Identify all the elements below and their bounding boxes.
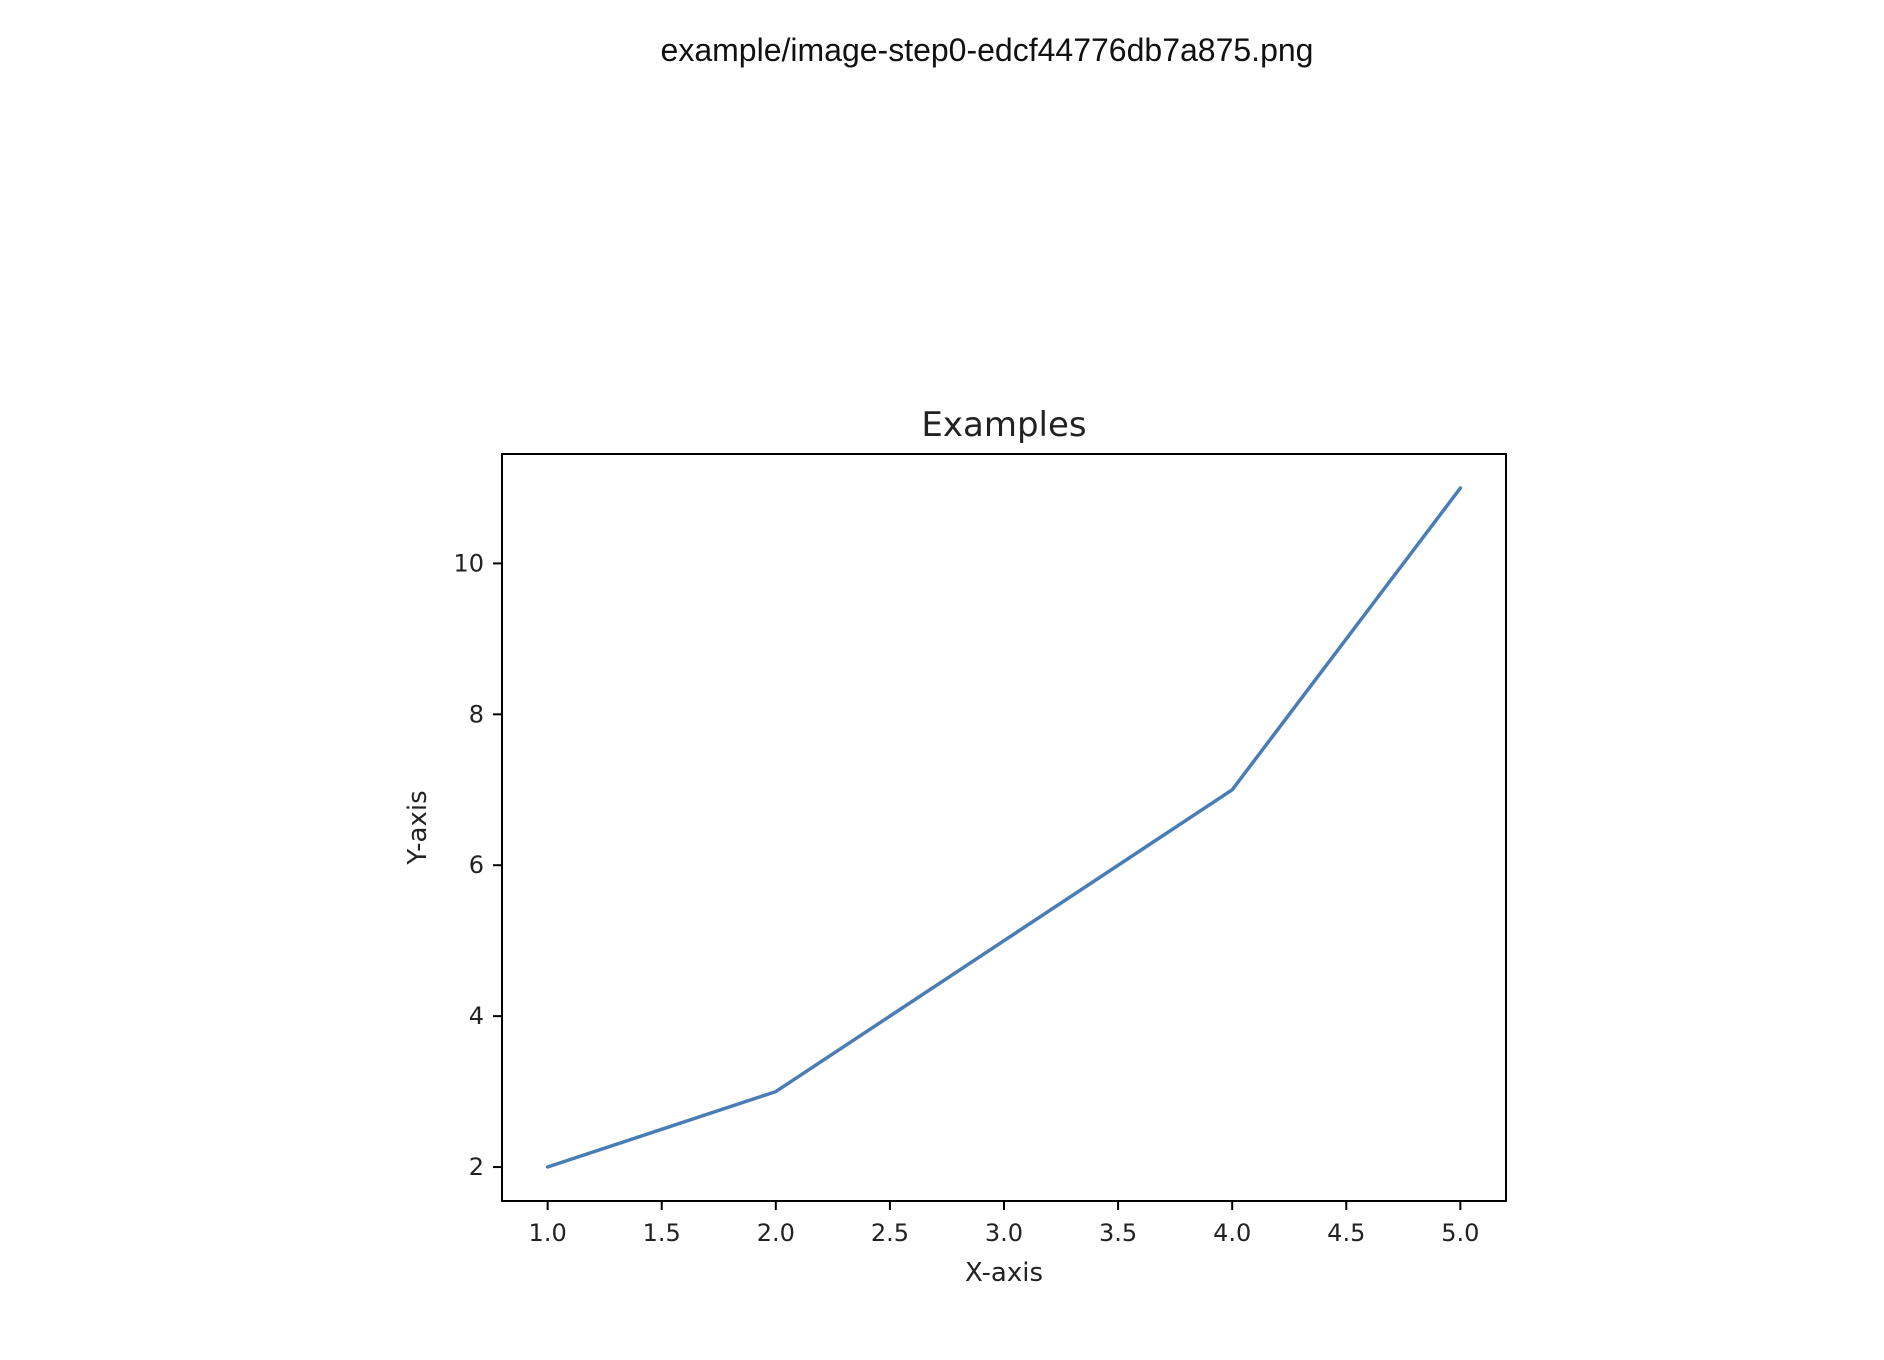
x-tick-label: 2.0 [757,1219,795,1247]
chart-title: Examples [921,405,1086,445]
x-tick-label: 3.0 [985,1219,1023,1247]
y-tick-label: 10 [453,549,484,577]
y-axis-label: Y-axis [403,790,433,865]
x-axis-ticks: 1.0 1.5 2.0 2.5 3.0 3.5 4.0 4.5 5.0 [529,1201,1479,1247]
y-axis-ticks: 2 4 6 8 10 [453,549,502,1181]
x-tick-label: 5.0 [1441,1219,1479,1247]
x-tick-label: 4.5 [1327,1219,1365,1247]
y-tick-label: 6 [469,851,484,879]
plot-area-frame [501,453,1507,1202]
x-tick-label: 3.5 [1099,1219,1137,1247]
series-line [545,486,1463,1169]
file-title: example/image-step0-edcf44776db7a875.png [660,32,1314,68]
x-tick-label: 1.5 [643,1219,681,1247]
x-tick-label: 2.5 [871,1219,909,1247]
y-tick-label: 2 [469,1153,484,1181]
y-tick-label: 8 [469,700,484,728]
x-tick-label: 4.0 [1213,1219,1251,1247]
x-axis-label: X-axis [965,1258,1043,1288]
y-tick-label: 4 [469,1002,484,1030]
x-tick-label: 1.0 [529,1219,567,1247]
